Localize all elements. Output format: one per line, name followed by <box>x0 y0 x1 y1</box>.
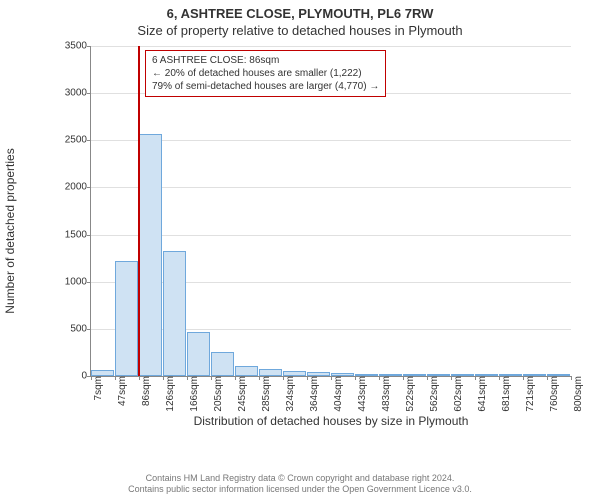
histogram-bar <box>163 251 186 376</box>
xtick-label: 404sqm <box>331 376 344 412</box>
gridline <box>91 235 571 236</box>
histogram-bar <box>187 332 210 376</box>
gridline <box>91 140 571 141</box>
title-main: 6, ASHTREE CLOSE, PLYMOUTH, PL6 7RW <box>0 6 600 21</box>
y-axis-label: Number of detached properties <box>3 148 17 313</box>
ytick-label: 500 <box>70 323 91 334</box>
xtick-label: 47sqm <box>115 376 128 406</box>
xtick-label: 483sqm <box>379 376 392 412</box>
ytick-label: 3500 <box>65 41 91 52</box>
xtick-label: 7sqm <box>91 376 104 400</box>
footer-line-1: Contains HM Land Registry data © Crown c… <box>0 473 600 485</box>
ytick-label: 3000 <box>65 88 91 99</box>
xtick-label: 760sqm <box>547 376 560 412</box>
xtick-label: 522sqm <box>403 376 416 412</box>
gridline <box>91 187 571 188</box>
xtick-label: 721sqm <box>523 376 536 412</box>
xtick-label: 126sqm <box>163 376 176 412</box>
xtick-label: 443sqm <box>355 376 368 412</box>
histogram-bar <box>259 369 282 376</box>
ytick-label: 2000 <box>65 182 91 193</box>
footer-line-2: Contains public sector information licen… <box>0 484 600 496</box>
marker-line <box>138 46 140 376</box>
xtick-label: 205sqm <box>211 376 224 412</box>
xtick-label: 86sqm <box>139 376 152 406</box>
info-line-1: 6 ASHTREE CLOSE: 86sqm <box>152 54 379 67</box>
ytick-label: 0 <box>81 371 91 382</box>
xtick-label: 800sqm <box>571 376 584 412</box>
info-box: 6 ASHTREE CLOSE: 86sqm ← 20% of detached… <box>145 50 386 97</box>
histogram-bar <box>211 352 234 376</box>
plot-area: Distribution of detached houses by size … <box>90 46 571 377</box>
info-line-3: 79% of semi-detached houses are larger (… <box>152 80 379 93</box>
title-sub: Size of property relative to detached ho… <box>0 23 600 38</box>
xtick-label: 324sqm <box>283 376 296 412</box>
info-line-2: ← 20% of detached houses are smaller (1,… <box>152 67 379 80</box>
x-axis-label: Distribution of detached houses by size … <box>91 414 571 428</box>
xtick-label: 364sqm <box>307 376 320 412</box>
xtick-label: 641sqm <box>475 376 488 412</box>
footer: Contains HM Land Registry data © Crown c… <box>0 473 600 496</box>
xtick-label: 285sqm <box>259 376 272 412</box>
histogram-bar <box>115 261 138 376</box>
ytick-label: 1000 <box>65 276 91 287</box>
histogram-bar <box>235 366 258 376</box>
histogram-bar <box>139 134 162 376</box>
xtick-label: 166sqm <box>187 376 200 412</box>
chart-container: Number of detached properties Distributi… <box>58 46 578 416</box>
xtick-label: 681sqm <box>499 376 512 412</box>
ytick-label: 2500 <box>65 135 91 146</box>
xtick-label: 245sqm <box>235 376 248 412</box>
xtick-label: 562sqm <box>427 376 440 412</box>
gridline <box>91 46 571 47</box>
ytick-label: 1500 <box>65 229 91 240</box>
xtick-label: 602sqm <box>451 376 464 412</box>
